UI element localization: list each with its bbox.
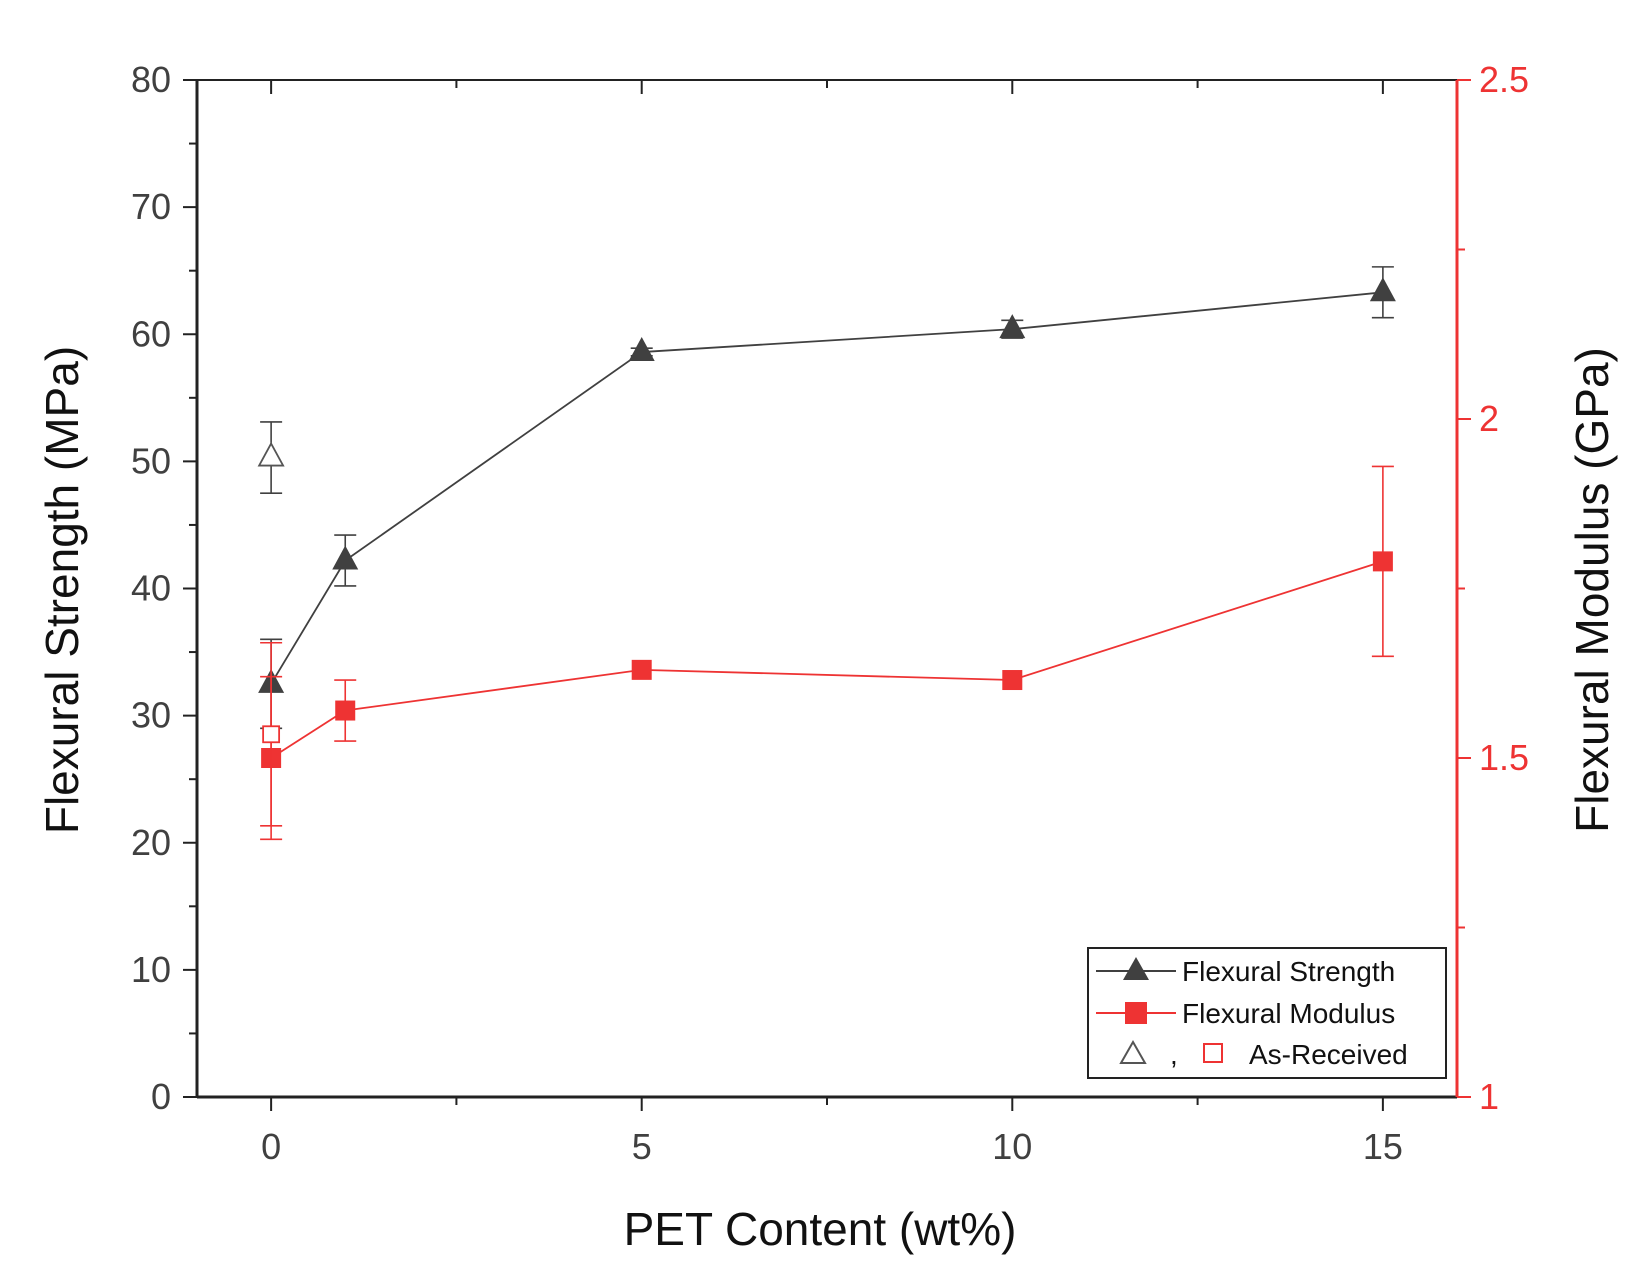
y-tick-label: 10 — [131, 949, 171, 990]
legend-modulus-label: Flexural Modulus — [1182, 998, 1395, 1029]
y-tick-label: 30 — [131, 695, 171, 736]
y-tick-label: 70 — [131, 186, 171, 227]
ticks: 0 5 10 15 0 10 20 30 40 50 60 70 80 1 1.5 2 2.5 — [131, 59, 1529, 1167]
y-tick-label: 40 — [131, 568, 171, 609]
x-tick-label: 10 — [992, 1126, 1032, 1167]
series — [257, 266, 1396, 841]
y2-tick-label: 2 — [1479, 398, 1499, 439]
y2-axis-title: Flexural Modulus (GPa) — [1566, 347, 1618, 833]
y2-tick-label: 1 — [1479, 1076, 1499, 1117]
data-point — [999, 314, 1026, 339]
data-point — [332, 545, 359, 570]
y2-tick-label: 2.5 — [1479, 59, 1529, 100]
y2-tick-label: 1.5 — [1479, 737, 1529, 778]
legend-strength-marker — [1123, 957, 1149, 980]
data-point — [262, 725, 281, 744]
legend-strength-label: Flexural Strength — [1182, 956, 1395, 987]
data-point — [257, 441, 285, 467]
y-tick-label: 50 — [131, 440, 171, 481]
data-point — [1369, 277, 1396, 302]
data-point — [1372, 551, 1393, 572]
data-point — [631, 659, 652, 680]
legend-asreceived-label: As-Received — [1249, 1039, 1408, 1070]
x-axis-title: PET Content (wt%) — [624, 1203, 1017, 1255]
data-point — [1002, 670, 1023, 691]
y-tick-label: 60 — [131, 313, 171, 354]
data-point — [628, 337, 655, 362]
y-tick-label: 20 — [131, 822, 171, 863]
y-tick-label: 80 — [131, 59, 171, 100]
legend-asreceived-square — [1203, 1043, 1223, 1063]
data-point — [335, 700, 356, 721]
y-tick-label: 0 — [151, 1076, 171, 1117]
series-as-received-modulus — [260, 641, 283, 827]
legend: Flexural Strength Flexural Modulus , As-… — [1087, 947, 1447, 1079]
x-tick-label: 15 — [1363, 1126, 1403, 1167]
series-as-received-strength — [257, 421, 285, 494]
x-tick-label: 5 — [632, 1126, 652, 1167]
legend-separator: , — [1170, 1039, 1178, 1070]
legend-modulus-marker — [1125, 1002, 1147, 1024]
legend-asreceived-triangle — [1119, 1039, 1147, 1064]
x-tick-label: 0 — [261, 1126, 281, 1167]
y-axis-title: Flexural Strength (MPa) — [36, 346, 88, 834]
